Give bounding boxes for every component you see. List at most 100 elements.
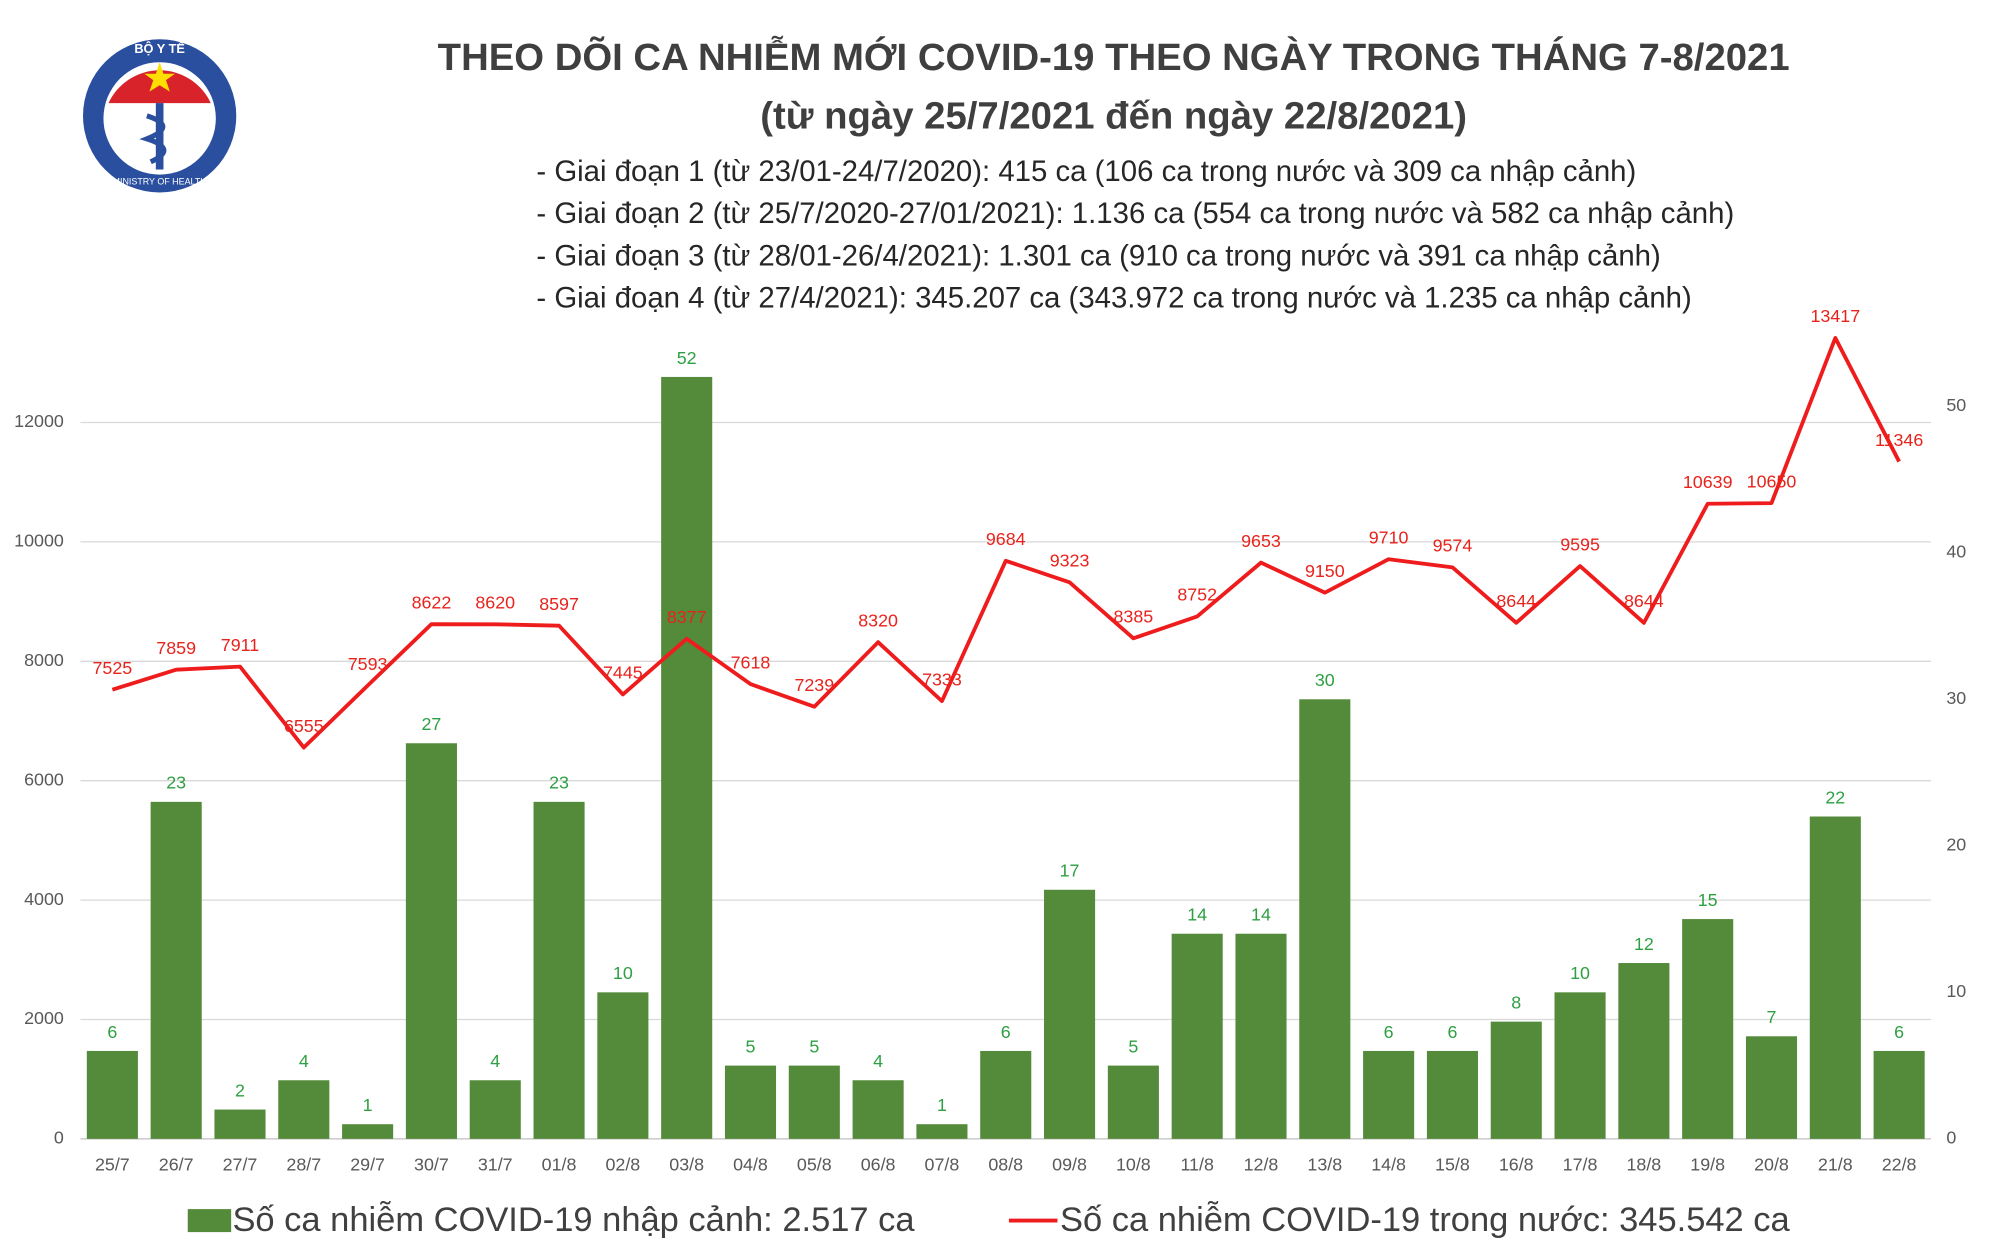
y-tick-label: 8000 [24,650,64,670]
legend-label: Số ca nhiễm COVID-19 nhập cảnh: 2.517 ca [232,1200,915,1239]
line-label: 9150 [1305,561,1345,581]
bar [533,801,585,1139]
line-label: 7859 [156,638,196,658]
bar-label: 14 [1187,905,1207,925]
x-tick-label: 05/8 [797,1154,832,1174]
bar-label: 6 [1894,1022,1904,1042]
x-tick-label: 09/8 [1052,1154,1087,1174]
bar-label: 7 [1767,1007,1777,1027]
bar-label: 4 [299,1051,309,1071]
bar-label: 1 [363,1095,373,1115]
x-tick-label: 11/8 [1180,1154,1214,1174]
note: - Giai đoạn 2 (từ 25/7/2020-27/01/2021):… [536,197,1734,230]
y2-tick-label: 30 [1946,688,1966,708]
bar [1235,933,1287,1139]
bar-label: 22 [1825,787,1845,807]
bar-label: 6 [1001,1022,1011,1042]
y2-tick-label: 20 [1946,835,1966,855]
x-tick-label: 18/8 [1626,1154,1661,1174]
line-label: 9574 [1433,536,1473,556]
line-label: 9684 [986,529,1026,549]
bar [1044,889,1096,1139]
line-label: 7333 [922,669,962,689]
bar-label: 10 [1570,963,1590,983]
chart-title: THEO DÕI CA NHIỄM MỚI COVID-19 THEO NGÀY… [438,35,1790,79]
x-tick-label: 12/8 [1244,1154,1279,1174]
x-tick-label: 20/8 [1754,1154,1789,1174]
bar-label: 6 [1384,1022,1394,1042]
line-label: 6555 [284,716,324,736]
bar [1490,1021,1542,1139]
bar-label: 10 [613,963,633,983]
x-tick-label: 30/7 [414,1154,449,1174]
bar [852,1080,904,1139]
bar [661,376,713,1139]
y-tick-label: 0 [54,1128,64,1148]
bar-label: 52 [677,348,697,368]
bar [1171,933,1223,1139]
bar [597,992,649,1139]
y2-tick-label: 10 [1946,981,1966,1001]
y-tick-label: 6000 [24,769,64,789]
bar [86,1050,138,1139]
bar [788,1065,840,1139]
line-label: 8644 [1496,591,1536,611]
line-label: 10650 [1747,471,1797,491]
line-label: 8597 [539,594,579,614]
note: - Giai đoạn 1 (từ 23/01-24/7/2020): 415 … [536,155,1636,188]
bar-label: 4 [490,1051,500,1071]
note: - Giai đoạn 4 (từ 27/4/2021): 345.207 ca… [536,282,1691,315]
bar-label: 4 [873,1051,883,1071]
bar [150,801,202,1139]
line-label: 9323 [1050,551,1090,571]
y2-tick-label: 0 [1946,1128,1956,1148]
x-tick-label: 13/8 [1307,1154,1342,1174]
x-tick-label: 31/7 [478,1154,513,1174]
x-tick-label: 21/8 [1818,1154,1853,1174]
bar [278,1080,330,1139]
line-label: 8385 [1114,607,1154,627]
bar-label: 2 [235,1080,245,1100]
bar-label: 14 [1251,905,1271,925]
line-label: 7525 [92,658,132,678]
y2-tick-label: 40 [1946,541,1966,561]
bar [469,1080,521,1139]
x-tick-label: 19/8 [1690,1154,1725,1174]
line-label: 9653 [1241,531,1281,551]
line-label: 8622 [412,592,452,612]
logo-star [144,62,175,92]
bar-label: 12 [1634,934,1654,954]
line-label: 7618 [731,652,771,672]
line-label: 7445 [603,663,643,683]
bar [1554,992,1606,1139]
logo-staff [155,103,164,170]
bar-label: 30 [1315,670,1335,690]
line-label: 7593 [348,654,388,674]
line-label: 13417 [1810,306,1860,326]
x-tick-label: 03/8 [669,1154,704,1174]
x-tick-label: 28/7 [286,1154,321,1174]
bar-label: 1 [937,1095,947,1115]
bar [405,743,457,1139]
bar-label: 5 [746,1036,756,1056]
y-tick-label: 10000 [14,531,64,551]
logo-bottom-text: MINISTRY OF HEALTH [113,177,207,187]
x-tick-label: 16/8 [1499,1154,1534,1174]
note: - Giai đoạn 3 (từ 28/01-26/4/2021): 1.30… [536,239,1660,272]
bar [1682,919,1734,1139]
logo: BỘ Y TẾ MINISTRY OF HEALTH [83,39,237,193]
line [111,336,1901,750]
bar [1618,963,1670,1139]
line-label: 8620 [475,593,515,613]
x-tick-label: 14/8 [1371,1154,1406,1174]
bar-label: 5 [1128,1036,1138,1056]
bar [1809,816,1861,1139]
bar [916,1124,968,1139]
line-label: 7911 [221,635,259,655]
legend-swatch [187,1209,232,1233]
x-tick-label: 25/7 [95,1154,130,1174]
bar [724,1065,777,1139]
y-tick-label: 12000 [14,411,64,431]
bar [342,1124,394,1139]
